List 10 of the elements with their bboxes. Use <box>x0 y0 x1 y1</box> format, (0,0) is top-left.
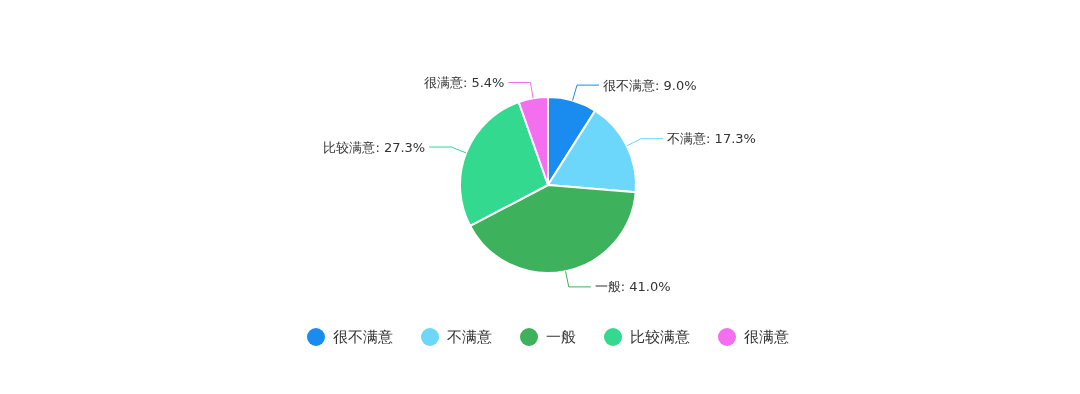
data-label: 很满意: 5.4% <box>423 75 505 91</box>
legend-label: 一般 <box>546 328 576 347</box>
legend-label: 很满意 <box>744 328 789 347</box>
legend-label: 很不满意 <box>333 328 393 347</box>
legend-label: 比较满意 <box>630 328 690 347</box>
data-label: 一般: 41.0% <box>594 279 671 295</box>
data-label: 很不满意: 9.0% <box>603 77 697 93</box>
data-label: 比较满意: 27.3% <box>323 139 426 155</box>
data-label: 不满意: 17.3% <box>667 131 756 147</box>
legend-label: 不满意 <box>447 328 492 347</box>
